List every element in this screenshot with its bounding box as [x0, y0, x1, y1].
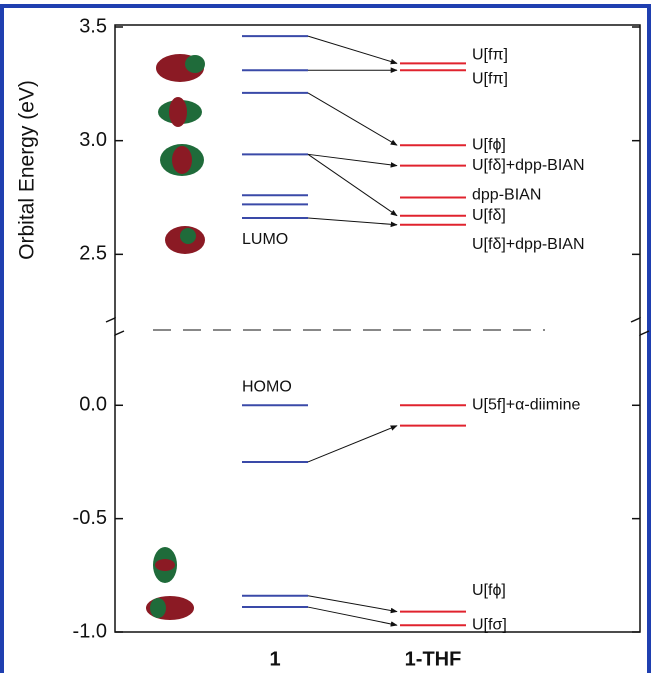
level-label: HOMO [242, 379, 292, 396]
y-tick-label: -1.0 [73, 620, 107, 642]
correlation-arrow [307, 153, 398, 217]
level-label: U[fπ] [472, 47, 508, 64]
axis-frame [114, 335, 641, 633]
y-tick-label: 2.5 [79, 243, 107, 265]
correlation-arrow [307, 217, 398, 228]
level-label: U[fδ]+dpp-BIAN [472, 236, 585, 253]
level-label: dpp-BIAN [472, 187, 541, 204]
y-tick-label: 3.0 [79, 129, 107, 151]
correlation-arrow [307, 153, 398, 168]
level-label: U[fσ] [472, 616, 507, 633]
y-axis-label: Orbital Energy (eV) [16, 80, 39, 260]
level-label: U[fπ] [472, 70, 508, 87]
x-tick-label: 1 [269, 648, 280, 670]
axis-frame [114, 24, 641, 318]
axis-break [105, 316, 125, 337]
level-label: U[fδ] [472, 207, 506, 224]
correlation-arrow [307, 606, 398, 627]
frame-border [0, 4, 651, 673]
level-label: U[5f]+α-diimine [472, 397, 581, 414]
level-label: LUMO [242, 231, 288, 248]
y-tick-label: 3.5 [79, 15, 107, 37]
level-label: U[fϕ] [472, 136, 506, 153]
y-tick-label: -0.5 [73, 507, 107, 529]
level-label: U[fδ]+dpp-BIAN [472, 157, 585, 174]
correlation-arrow [307, 425, 398, 463]
correlation-arrow [307, 35, 398, 65]
level-label: U[fϕ] [472, 582, 506, 599]
correlation-arrow [307, 92, 398, 146]
orbital-icons [146, 54, 205, 620]
y-tick-label: 0.0 [79, 394, 107, 416]
axis-break [630, 316, 650, 337]
x-tick-label: 1-THF [405, 648, 462, 670]
correlation-arrow [307, 595, 398, 614]
